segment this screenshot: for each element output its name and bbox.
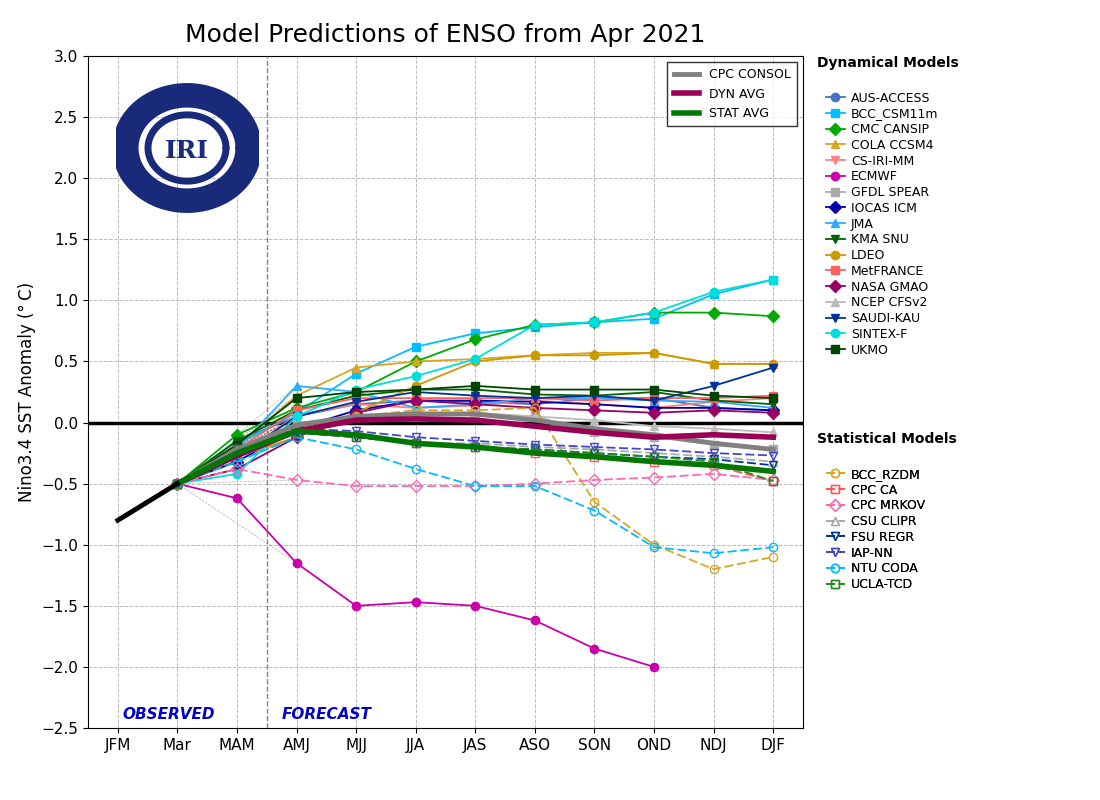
Text: Dynamical Models: Dynamical Models (817, 56, 959, 70)
Text: FORECAST: FORECAST (282, 707, 372, 722)
Y-axis label: Nino3.4 SST Anomaly (° C): Nino3.4 SST Anomaly (° C) (18, 282, 36, 502)
Title: Model Predictions of ENSO from Apr 2021: Model Predictions of ENSO from Apr 2021 (185, 23, 706, 47)
Text: Statistical Models: Statistical Models (817, 432, 957, 446)
Legend: BCC_RZDM, CPC CA, CPC MRKOV, CSU CLIPR, FSU REGR, IAP-NN, NTU CODA, UCLA-TCD: BCC_RZDM, CPC CA, CPC MRKOV, CSU CLIPR, … (824, 466, 927, 594)
Text: IRI: IRI (165, 139, 209, 163)
Text: OBSERVED: OBSERVED (122, 707, 214, 722)
